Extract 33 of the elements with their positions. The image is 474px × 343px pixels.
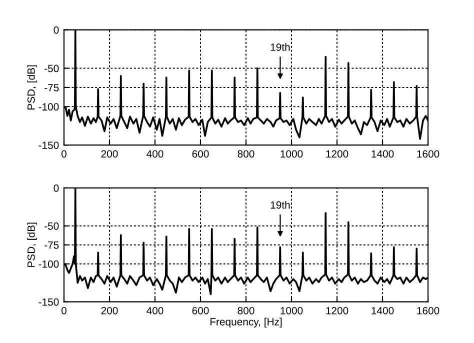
y-tick-label: -100 <box>38 103 59 111</box>
x-tick-label: 200 <box>101 150 118 158</box>
annotation: 19th <box>270 201 290 209</box>
y-axis-title: PSD, [dB] <box>27 65 37 110</box>
x-tick-label: 1600 <box>417 150 440 158</box>
x-tick-label: 800 <box>238 150 254 158</box>
annotation: 19th <box>270 43 290 51</box>
x-tick-label: 0 <box>62 150 66 158</box>
x-tick-label: 1000 <box>280 306 303 314</box>
x-tick-label: 400 <box>146 306 164 314</box>
x-axis-title: Frequency, [Hz] <box>210 318 282 328</box>
x-tick-label: 1200 <box>326 150 348 158</box>
y-tick-label: -75 <box>44 84 59 92</box>
x-tick-label: 600 <box>192 306 209 314</box>
x-tick-label: 600 <box>192 150 209 158</box>
x-tick-label: 800 <box>238 306 254 314</box>
y-tick-label: -150 <box>38 142 59 149</box>
y-tick-label: -50 <box>44 222 59 230</box>
x-tick-label: 400 <box>146 150 164 158</box>
y-tick-label: -150 <box>38 298 59 306</box>
x-tick-label: 1000 <box>280 150 303 158</box>
y-tick-label: 0 <box>54 26 59 34</box>
y-tick-label: 0 <box>54 184 59 192</box>
x-tick-label: 1600 <box>417 306 440 314</box>
x-tick-label: 0 <box>62 306 66 314</box>
y-axis-title: PSD, [dB] <box>27 222 37 267</box>
y-tick-label: -75 <box>44 242 59 249</box>
y-tick-label: -50 <box>44 64 59 72</box>
x-tick-label: 1200 <box>326 306 348 314</box>
x-tick-label: 1400 <box>372 150 394 158</box>
x-tick-label: 200 <box>101 306 118 314</box>
x-tick-label: 1400 <box>372 306 394 314</box>
y-tick-label: -100 <box>38 260 59 268</box>
